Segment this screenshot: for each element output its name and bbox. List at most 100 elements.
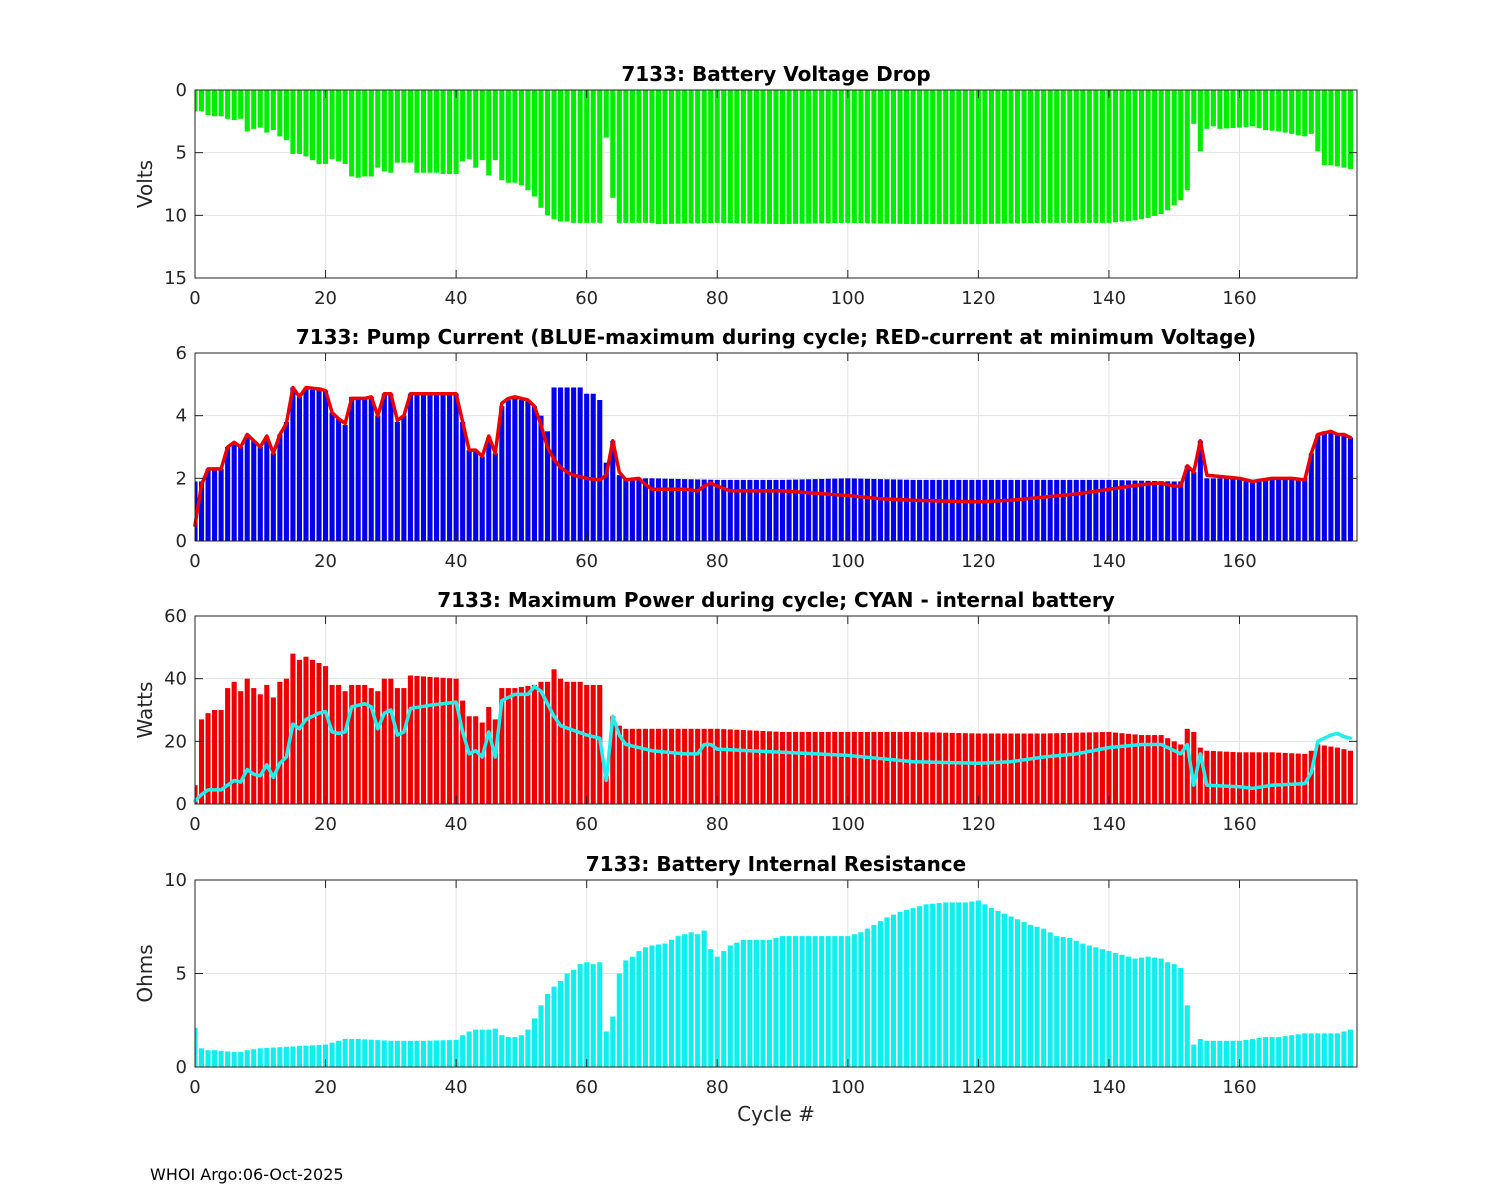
bar: [649, 478, 655, 541]
bar: [819, 731, 825, 804]
bar: [544, 90, 551, 216]
bar: [1119, 954, 1125, 1067]
bar: [995, 479, 1001, 541]
bar: [793, 936, 799, 1067]
bar: [779, 90, 786, 225]
bar: [1139, 735, 1145, 804]
chart-title: 7133: Battery Voltage Drop: [621, 62, 930, 86]
bar: [1282, 1036, 1288, 1067]
bar: [838, 731, 844, 804]
bar: [473, 90, 479, 168]
bar: [231, 681, 237, 804]
bar: [1099, 479, 1105, 541]
bar: [531, 406, 538, 541]
bar: [923, 904, 929, 1067]
bar: [760, 479, 766, 541]
bar: [851, 90, 857, 223]
bar: [1328, 1033, 1334, 1067]
bar: [290, 1046, 296, 1067]
bar: [649, 945, 655, 1067]
bar: [525, 400, 531, 541]
bar: [1034, 90, 1040, 223]
bar: [316, 387, 322, 541]
bar: [394, 90, 400, 163]
bar: [884, 479, 890, 541]
bar: [1256, 480, 1262, 541]
bar: [1119, 480, 1125, 541]
bar: [1256, 752, 1262, 804]
bar: [695, 479, 701, 541]
bar: [270, 697, 276, 804]
bar: [1210, 1040, 1216, 1067]
bar: [447, 90, 453, 174]
bar: [1125, 480, 1132, 541]
bar: [205, 90, 211, 116]
bar: [655, 728, 662, 804]
bar: [760, 90, 766, 224]
bar: [1152, 735, 1158, 804]
bar: [1047, 479, 1053, 541]
bar: [584, 962, 590, 1067]
bar: [616, 475, 622, 541]
bar: [283, 421, 289, 541]
bar: [1099, 949, 1105, 1067]
bar: [610, 716, 616, 804]
bar: [636, 90, 642, 223]
bar: [453, 393, 459, 541]
bar: [910, 90, 916, 225]
bar: [1041, 928, 1047, 1067]
bar: [342, 1038, 348, 1067]
bar: [362, 396, 368, 541]
bar: [414, 675, 420, 804]
bar: [225, 688, 231, 804]
x-tick-label: 140: [1092, 288, 1126, 309]
bar: [577, 964, 583, 1067]
bar: [303, 1045, 309, 1067]
bar: [195, 1027, 198, 1067]
bar: [407, 675, 413, 804]
y-tick-label: 0: [176, 794, 187, 815]
bar: [832, 478, 838, 541]
bar: [336, 684, 342, 804]
bar: [629, 728, 635, 804]
bar: [1041, 90, 1047, 223]
x-tick-label: 20: [314, 814, 337, 835]
bar: [786, 731, 792, 804]
bar: [962, 479, 968, 541]
bar: [838, 936, 844, 1067]
bar: [1184, 1005, 1190, 1067]
bar: [799, 90, 805, 224]
bar: [551, 986, 557, 1067]
bar: [682, 90, 688, 224]
bar: [590, 964, 596, 1067]
bar: [1341, 749, 1347, 804]
bar: [1093, 732, 1099, 804]
bar: [890, 90, 897, 224]
bar: [1028, 90, 1034, 224]
bar: [414, 90, 420, 173]
bar: [1152, 480, 1158, 541]
bar: [890, 914, 897, 1067]
bar: [701, 728, 707, 804]
bar: [584, 684, 590, 804]
x-tick-label: 100: [831, 288, 865, 309]
bar: [623, 960, 629, 1067]
bar: [388, 1040, 394, 1067]
bar: [1217, 478, 1223, 541]
bar: [362, 90, 368, 177]
bar: [786, 90, 792, 224]
bar: [1269, 90, 1275, 131]
bar: [669, 478, 675, 541]
bar: [616, 973, 622, 1067]
bar: [747, 90, 753, 224]
bar: [1315, 1033, 1321, 1067]
bar: [1067, 90, 1073, 223]
y-tick-label: 10: [164, 870, 187, 891]
bar: [394, 421, 400, 541]
bar: [956, 733, 962, 804]
bar: [401, 415, 407, 541]
bar: [597, 962, 603, 1067]
bar: [473, 1029, 479, 1067]
bar: [329, 412, 335, 541]
bar: [988, 479, 994, 541]
